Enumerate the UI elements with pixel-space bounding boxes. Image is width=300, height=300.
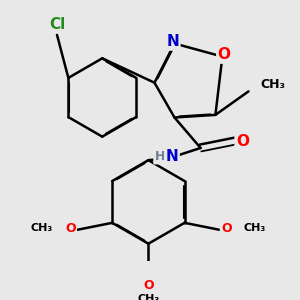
Text: O: O bbox=[236, 134, 249, 148]
Text: CH₃: CH₃ bbox=[244, 223, 266, 233]
Text: O: O bbox=[218, 47, 231, 62]
Text: H: H bbox=[154, 150, 165, 163]
Text: O: O bbox=[65, 221, 76, 235]
Text: N: N bbox=[167, 34, 179, 49]
Text: CH₃: CH₃ bbox=[261, 78, 286, 91]
Text: O: O bbox=[143, 279, 154, 292]
Text: CH₃: CH₃ bbox=[137, 294, 160, 300]
Text: Cl: Cl bbox=[49, 17, 65, 32]
Text: O: O bbox=[221, 221, 232, 235]
Text: N: N bbox=[166, 149, 178, 164]
Text: CH₃: CH₃ bbox=[31, 223, 53, 233]
